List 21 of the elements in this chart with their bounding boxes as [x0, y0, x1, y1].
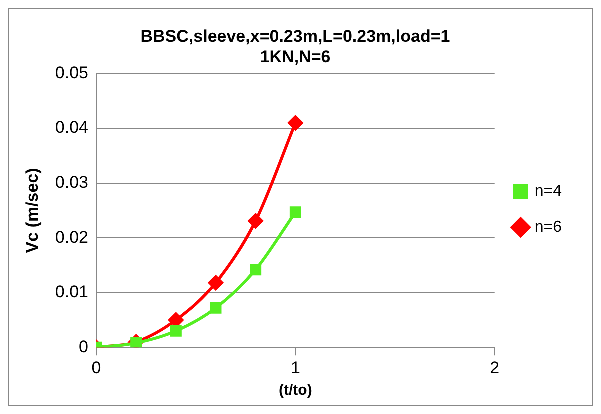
- legend-label: n=6: [534, 218, 562, 236]
- y-tick-label: 0.01: [55, 282, 88, 302]
- point: [170, 325, 182, 337]
- point: [250, 264, 262, 276]
- x-tick-label: 1: [290, 358, 300, 378]
- point: [208, 275, 224, 290]
- x-axis-title: (t/to): [279, 382, 312, 400]
- y-axis-title: Vc (m/sec): [22, 168, 42, 254]
- y-tick-label: 0.03: [55, 173, 88, 192]
- legend-label: n=4: [534, 182, 562, 200]
- y-tick-label: 0.05: [55, 63, 88, 82]
- x-tick-label: 2: [490, 358, 500, 378]
- point: [288, 116, 304, 131]
- x-tick-label: 0: [92, 358, 102, 378]
- y-tick-label: 0.02: [55, 228, 88, 247]
- y-tick-label: 0.04: [55, 118, 88, 138]
- point: [248, 214, 264, 229]
- point: [290, 206, 302, 218]
- chart-title: BBSC,sleeve,x=0.23m,L=0.23m,load=11KN,N=6: [140, 26, 450, 66]
- y-tick-label: 0: [79, 337, 88, 356]
- point: [210, 302, 222, 314]
